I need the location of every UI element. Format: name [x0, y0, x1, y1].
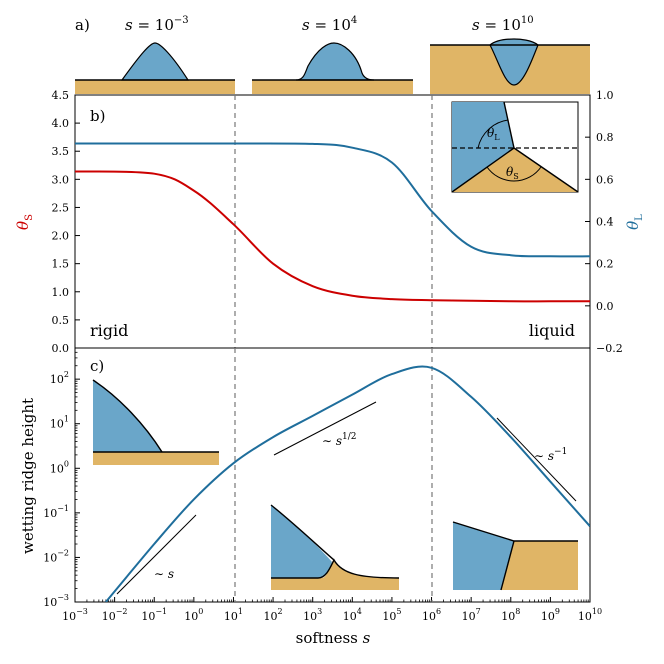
c-x-tick-label: 103	[303, 607, 322, 623]
top-label-3: s = 1010	[472, 15, 534, 34]
b-left-tick-label: 3.0	[52, 173, 70, 186]
c-y-tick-label: 100	[50, 459, 69, 475]
panel-b: 0.00.51.01.52.02.53.03.54.04.5 −0.20.00.…	[14, 89, 645, 355]
inset-arc-s	[486, 166, 542, 182]
ridge-inset-rigid	[92, 379, 219, 465]
inset-theta-s: θS	[506, 165, 519, 181]
inset-interface-1	[503, 101, 515, 149]
panel-a: a) s = 10−3 s = 104 s = 1010	[75, 15, 590, 94]
panel-a-label: a)	[75, 16, 90, 34]
ridge-inset-liquid	[452, 521, 578, 591]
c-x-tick-label: 10−1	[141, 607, 167, 623]
c-x-tick-label: 10−2	[102, 607, 128, 623]
b-left-tick-label: 4.0	[52, 117, 70, 130]
c-y-tick-label: 10−3	[43, 593, 69, 609]
b-left-tick-label: 3.5	[52, 145, 70, 158]
c-x-tick-label: 102	[264, 607, 283, 623]
angle-inset: θL θS	[451, 101, 579, 193]
panel-c-x-ticks: 10−3 10−2 10−1 100 101 102 103 104 105 106 107 108 1…	[62, 597, 602, 623]
c-y-tick-label: 10−2	[43, 548, 69, 564]
inset-arc-l	[477, 119, 509, 149]
b-right-tick-label: 0.2	[596, 258, 614, 271]
slope-line-2	[273, 401, 377, 456]
ridge-inset-mid-surface	[271, 558, 400, 579]
inset-solid	[452, 148, 578, 192]
c-x-tick-label: 106	[422, 607, 441, 623]
c-y-tick-label: 101	[50, 415, 69, 431]
slope-line-3	[496, 417, 577, 502]
ylabel-theta-l: θL	[624, 214, 645, 230]
ridge-inset-rigid-drop	[93, 380, 162, 452]
b-left-tick-label: 1.5	[52, 258, 70, 271]
b-left-tick-label: 0.0	[52, 342, 70, 355]
c-x-tick-label: 10−3	[62, 607, 88, 623]
c-x-tick-label: 109	[541, 607, 560, 623]
b-left-tick-label: 1.0	[52, 286, 70, 299]
ridge-inset-mid	[270, 504, 400, 590]
panel-b-right-ticks: −0.2 0.0 0.2 0.4 0.6 0.8 1.0	[585, 89, 623, 355]
ridge-inset-liquid-drop	[453, 522, 514, 590]
substrate-liquid	[430, 45, 590, 94]
inset-interface-3	[513, 147, 579, 193]
slope-label-2: ∼ s1/2	[322, 432, 357, 448]
top-label-1: s = 10−3	[125, 15, 189, 34]
b-right-tick-label: 0.6	[596, 173, 614, 186]
c-y-tick-label: 102	[50, 370, 69, 386]
b-right-tick-label: 0.8	[596, 131, 614, 144]
inset-interface-2	[451, 147, 515, 193]
inset-theta-l: θL	[487, 126, 500, 142]
ridge-inset-mid-drop	[271, 505, 332, 578]
ridge-inset-mid-edge	[270, 504, 335, 561]
b-right-tick-label: 0.4	[596, 216, 614, 229]
slope-label-3: ∼ s−1	[534, 447, 567, 463]
ridge-inset-mid-solid	[271, 560, 399, 590]
ridge-inset-rigid-edge	[92, 379, 163, 453]
b-right-tick-label: −0.2	[596, 342, 623, 355]
c-x-tick-label: 105	[382, 607, 401, 623]
c-x-tick-label: 107	[462, 607, 481, 623]
drop-rigid	[120, 42, 190, 81]
slope-line-1	[116, 514, 197, 595]
substrate-mid	[252, 80, 413, 94]
ridge-inset-rigid-solid	[93, 452, 219, 465]
drop-mid	[295, 42, 375, 81]
panel-c: 10−3 10−2 10−1 100 101 102 103 104 105 106 107 108 1…	[19, 347, 602, 647]
b-right-tick-label: 1.0	[596, 89, 614, 102]
ylabel-ridge-height: wetting ridge height	[19, 398, 37, 554]
ridge-inset-liquid-solid	[501, 541, 578, 590]
theta-s-curve	[75, 170, 590, 303]
c-x-tick-label: 108	[501, 607, 520, 623]
b-left-tick-label: 2.5	[52, 201, 70, 214]
b-left-tick-label: 0.5	[52, 314, 70, 327]
theta-l-curve	[75, 142, 590, 258]
b-left-tick-label: 4.5	[52, 89, 70, 102]
panel-b-label: b)	[90, 107, 105, 125]
c-y-tick-label: 10−1	[43, 504, 69, 520]
c-x-tick-label: 101	[224, 607, 243, 623]
b-left-tick-label: 2.0	[52, 230, 70, 243]
c-x-tick-label: 100	[184, 607, 203, 623]
xlabel-softness: softness s	[296, 629, 371, 647]
substrate-rigid	[75, 80, 235, 94]
panel-c-label: c)	[90, 357, 104, 375]
c-x-tick-label: 1010	[578, 607, 602, 623]
slope-label-1: ∼ s	[154, 567, 174, 581]
ridge-height-curve	[105, 365, 590, 602]
c-x-tick-label: 104	[343, 607, 362, 623]
annotation-rigid: rigid	[90, 321, 128, 340]
top-label-2: s = 104	[302, 15, 357, 34]
ylabel-theta-s: θS	[14, 214, 35, 230]
panel-c-y-ticks: 10−3 10−2 10−1 100 101 102	[43, 347, 80, 609]
b-right-tick-label: 0.0	[596, 300, 614, 313]
panel-b-left-ticks: 0.0 0.5 1.0 1.5 2.0 2.5 3.0 3.5 4.0 4.5	[52, 89, 80, 355]
inset-drop	[452, 102, 514, 192]
annotation-liquid: liquid	[529, 321, 575, 340]
ridge-inset-liquid-interface	[500, 540, 515, 591]
